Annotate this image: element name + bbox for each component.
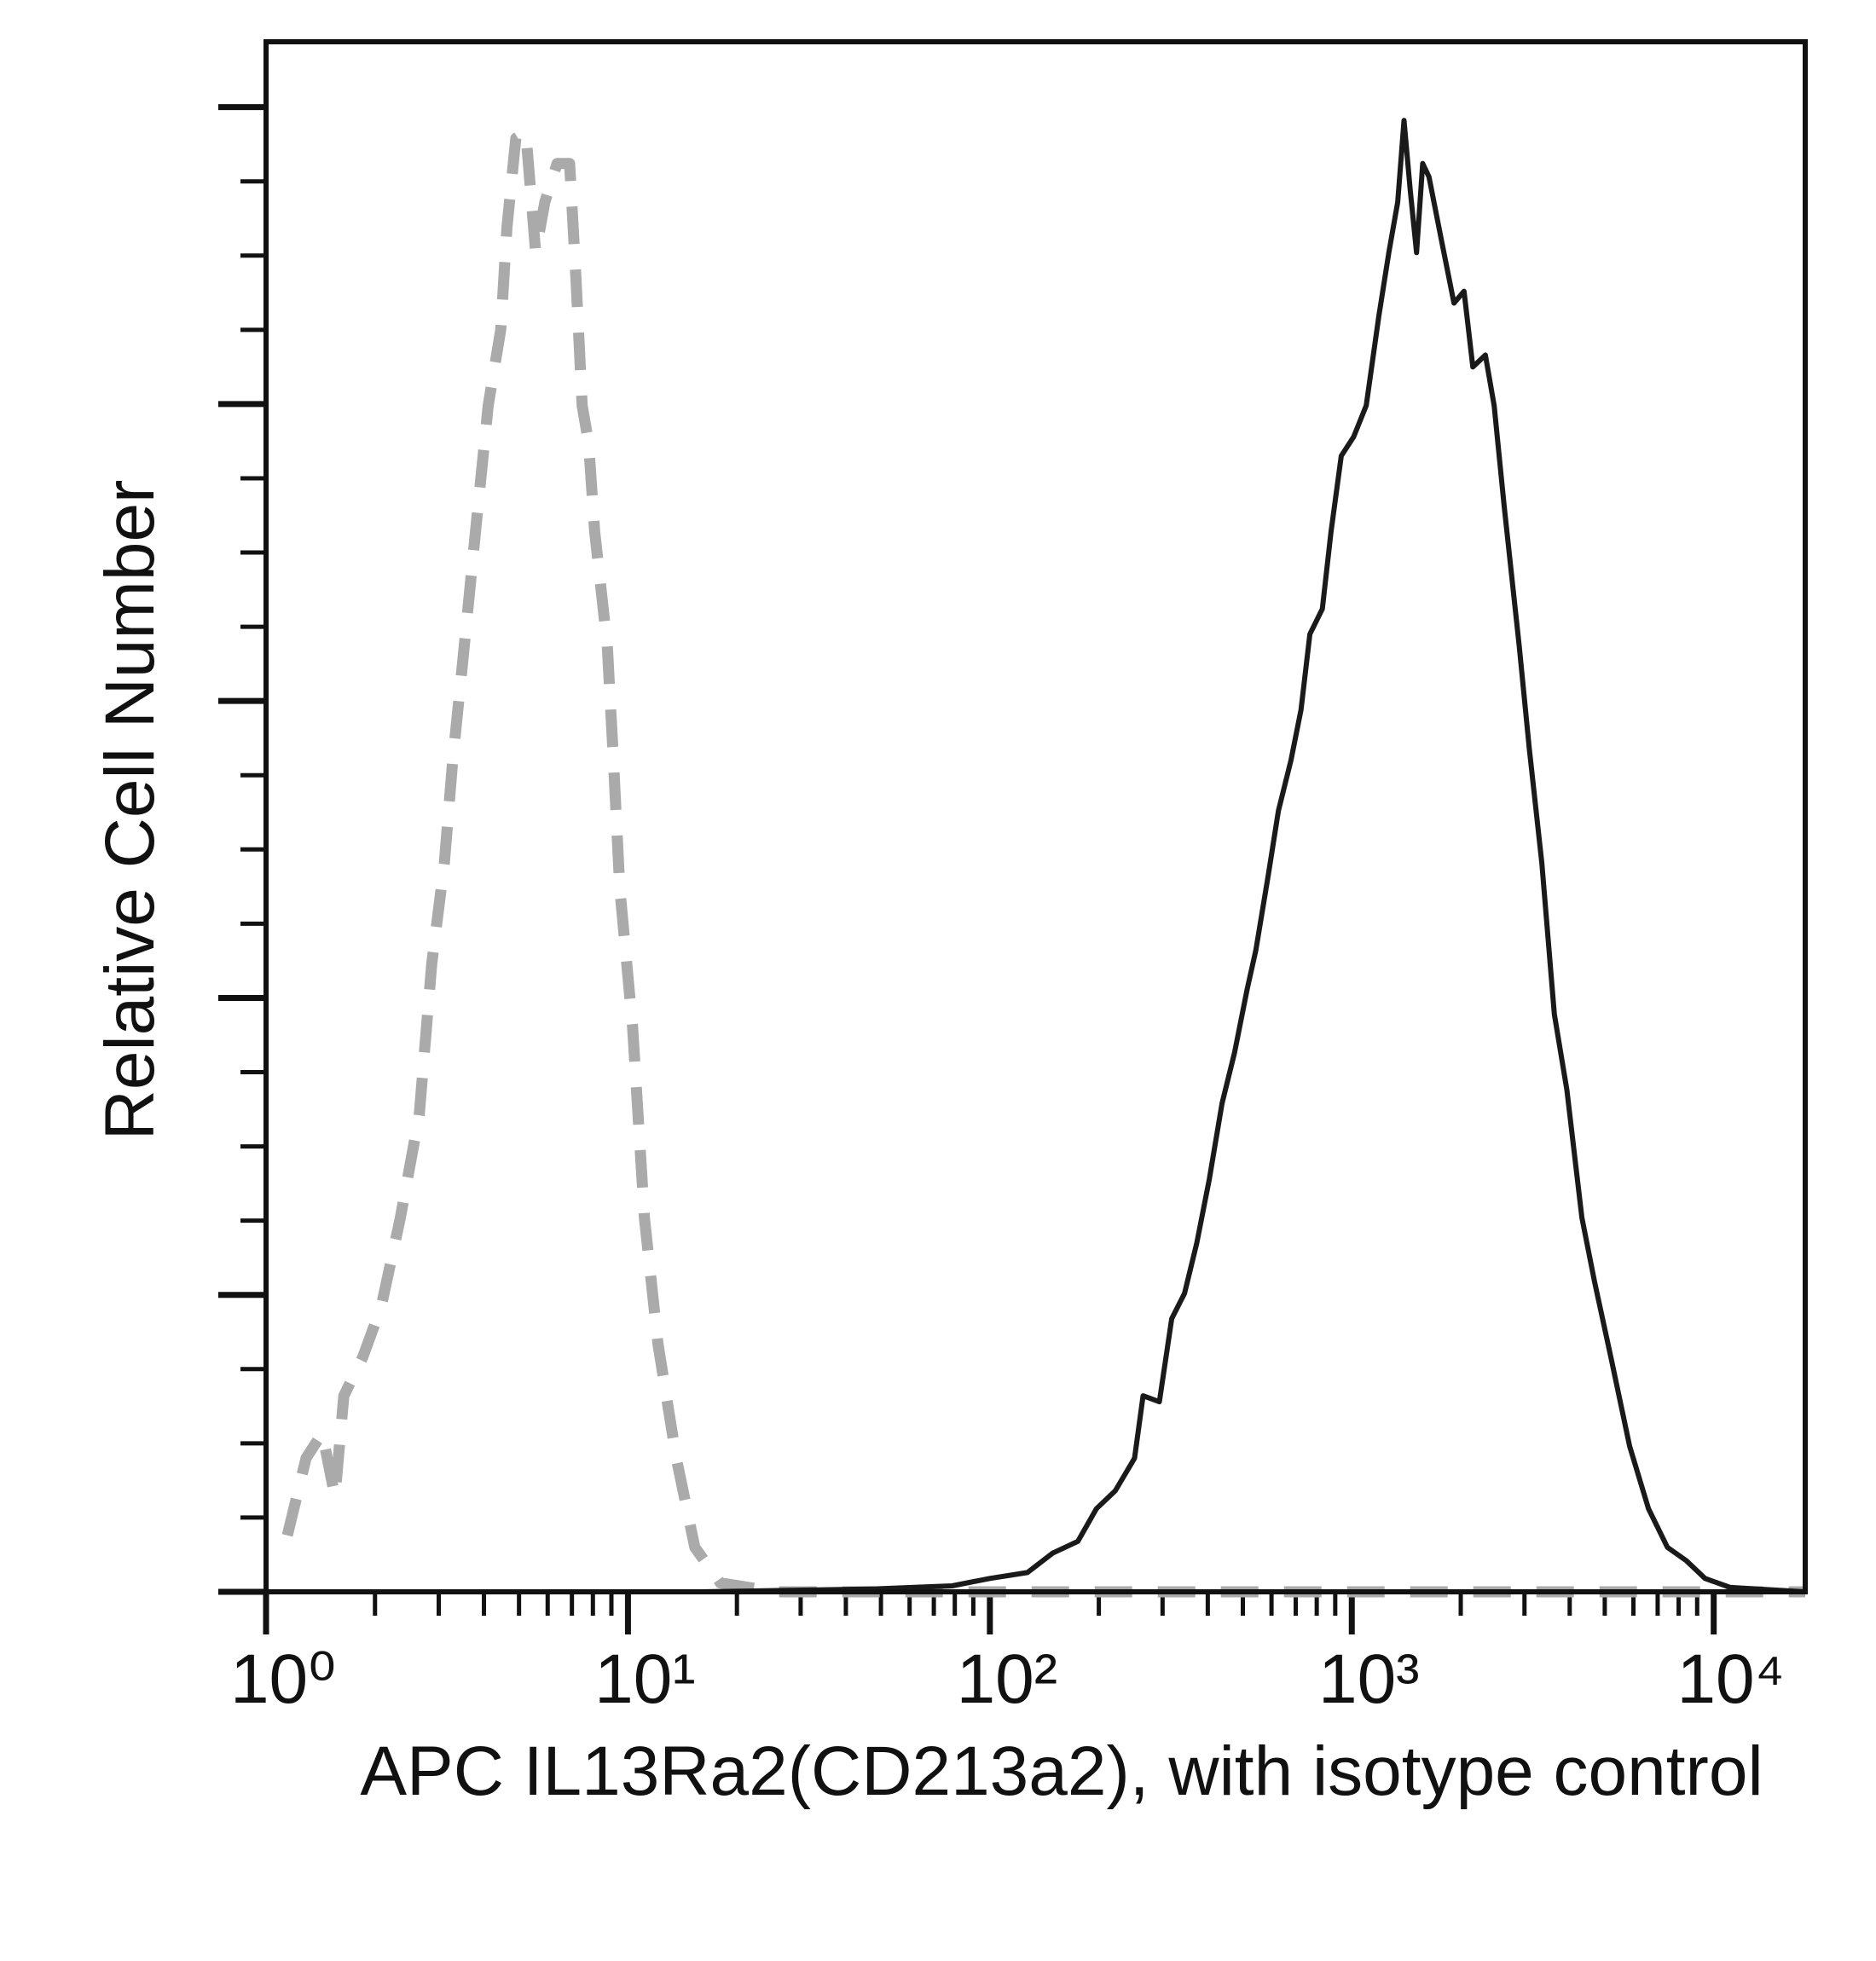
histogram-line (281, 126, 1805, 1598)
y-axis-label: Relative Cell Number (91, 480, 169, 1141)
x-axis-label: APC IL13Ra2(CD213a2), with isotype contr… (360, 1733, 1763, 1810)
x-tick-label: 10⁴ (1676, 1640, 1784, 1718)
histogram-line (700, 118, 1806, 1594)
plot-frame (263, 39, 1808, 1594)
x-tick-label: 10³ (1318, 1640, 1420, 1718)
x-tick-label: 10² (957, 1640, 1058, 1718)
x-tick-label: 10¹ (594, 1640, 696, 1718)
x-tick-label: 10⁰ (230, 1640, 336, 1718)
